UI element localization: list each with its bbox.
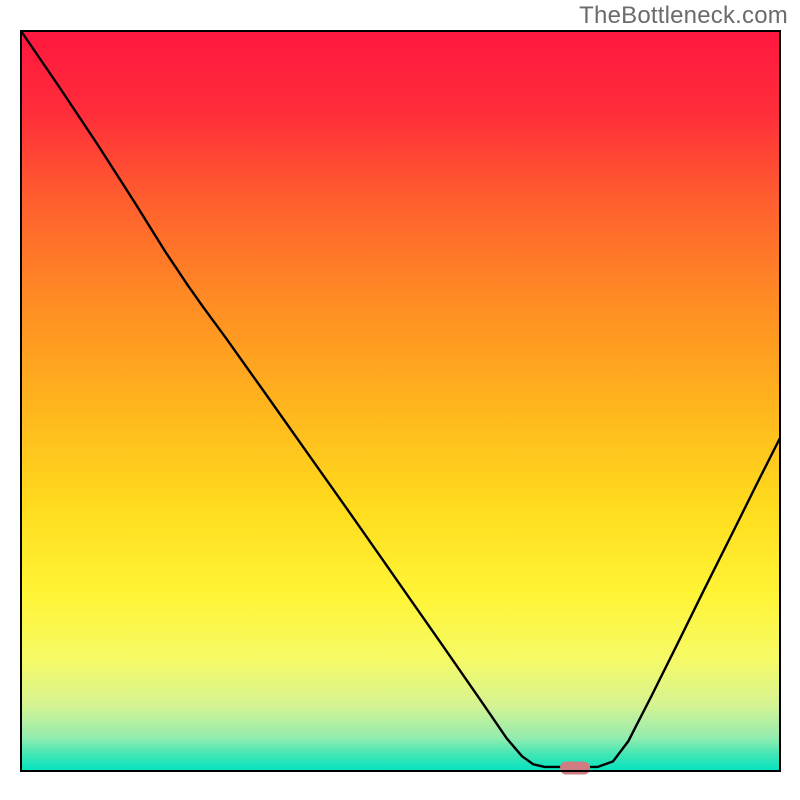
optimal-marker — [560, 762, 590, 775]
bottleneck-chart — [0, 0, 800, 800]
stage: TheBottleneck.com — [0, 0, 800, 800]
plot-background — [21, 31, 780, 771]
